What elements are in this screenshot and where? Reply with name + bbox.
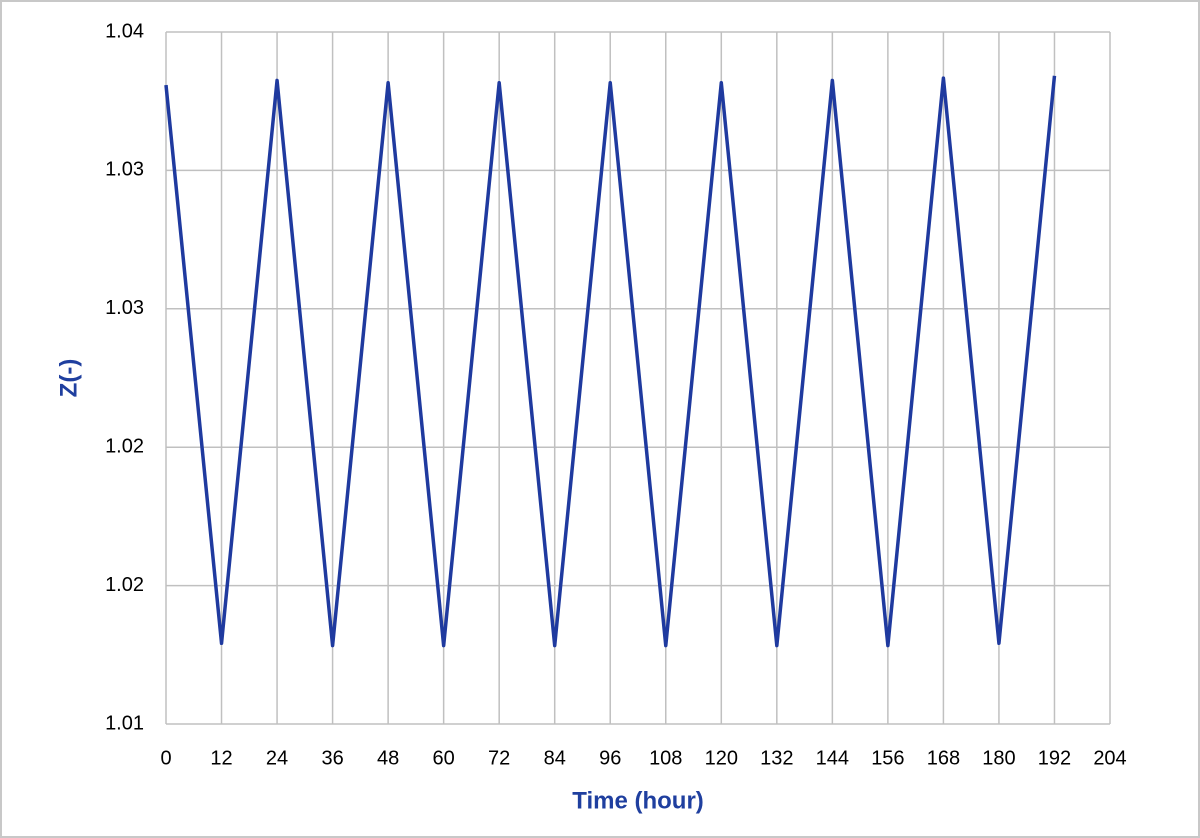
x-tick-label: 36 bbox=[321, 747, 343, 769]
x-tick-label: 120 bbox=[705, 747, 738, 769]
x-tick-label: 156 bbox=[871, 747, 904, 769]
x-tick-label: 48 bbox=[377, 747, 399, 769]
y-axis-title: Z(-) bbox=[55, 359, 82, 398]
x-tick-label: 192 bbox=[1038, 747, 1071, 769]
x-tick-label: 60 bbox=[433, 747, 455, 769]
y-tick-label: 1.01 bbox=[105, 712, 144, 734]
y-tick-label: 1.02 bbox=[105, 574, 144, 596]
x-tick-label: 168 bbox=[927, 747, 960, 769]
y-tick-label: 1.02 bbox=[105, 435, 144, 457]
y-tick-label: 1.03 bbox=[105, 297, 144, 319]
x-tick-label: 0 bbox=[160, 747, 171, 769]
x-tick-label: 180 bbox=[982, 747, 1015, 769]
x-tick-label: 84 bbox=[544, 747, 566, 769]
x-tick-label: 204 bbox=[1093, 747, 1126, 769]
y-tick-label: 1.04 bbox=[105, 20, 144, 42]
x-tick-label: 24 bbox=[266, 747, 288, 769]
x-tick-label: 108 bbox=[649, 747, 682, 769]
data-line bbox=[164, 75, 1057, 648]
x-tick-label: 144 bbox=[816, 747, 849, 769]
x-tick-label: 12 bbox=[210, 747, 232, 769]
x-tick-label: 132 bbox=[760, 747, 793, 769]
x-axis-title: Time (hour) bbox=[572, 787, 704, 814]
x-tick-label: 72 bbox=[488, 747, 510, 769]
y-tick-label: 1.03 bbox=[105, 159, 144, 181]
x-tick-label: 96 bbox=[599, 747, 621, 769]
